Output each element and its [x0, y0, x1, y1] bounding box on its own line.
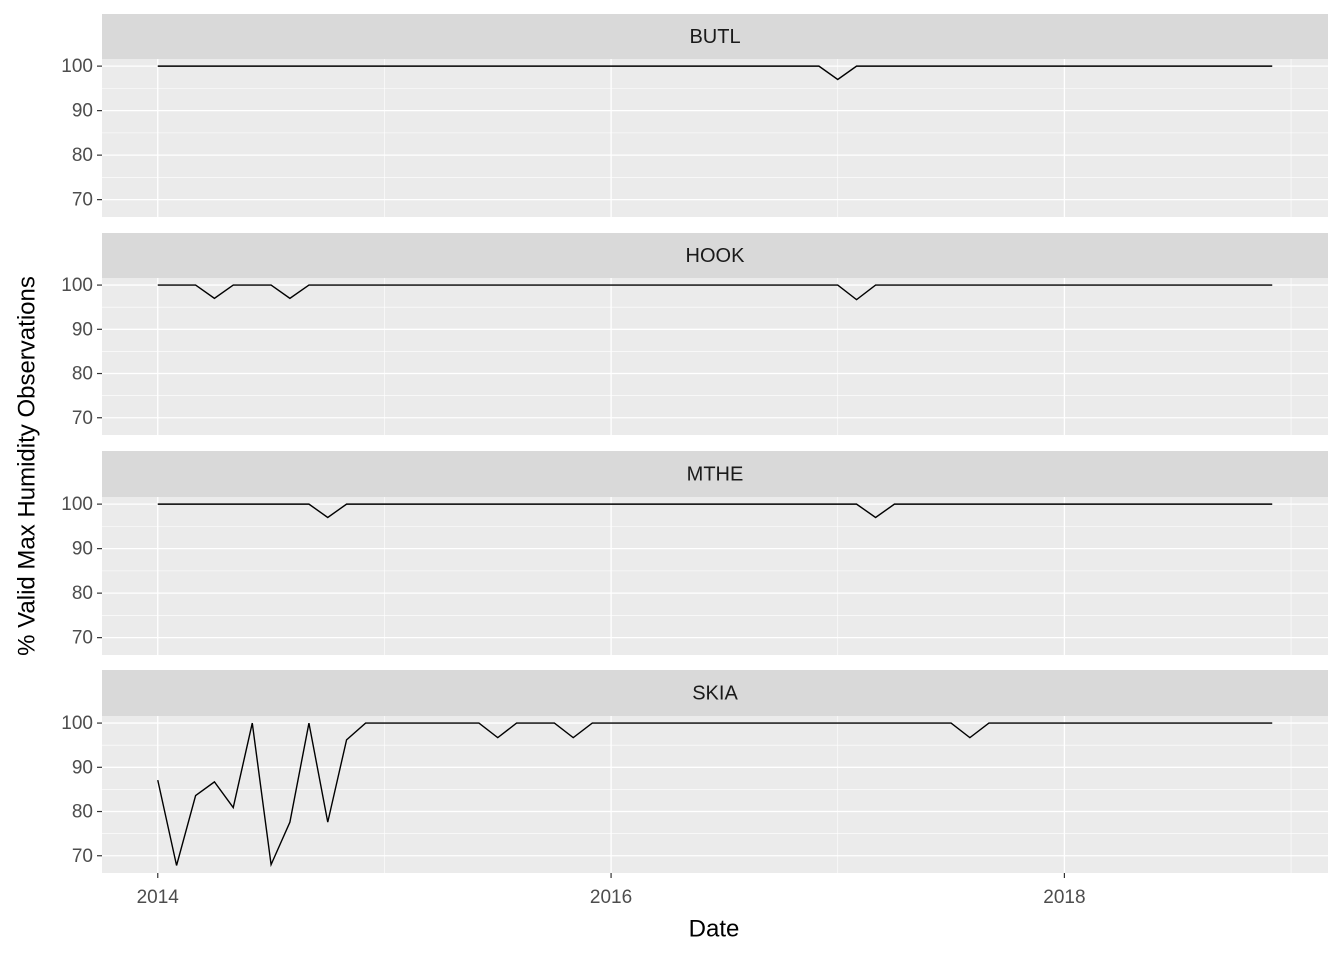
x-tick-label: 2018	[1043, 887, 1085, 908]
y-tick-label: 70	[72, 190, 93, 211]
y-tick-label: 70	[72, 408, 93, 429]
strip-label: MTHE	[687, 463, 744, 485]
strip-label: BUTL	[689, 26, 740, 48]
x-axis-title: Date	[689, 915, 740, 942]
panel	[102, 716, 1328, 873]
y-tick-label: 70	[72, 846, 93, 867]
strip	[102, 233, 1328, 278]
panel	[102, 497, 1328, 655]
data-line	[157, 503, 1273, 519]
x-tick-label: 2016	[590, 887, 632, 908]
y-tick-label: 100	[61, 713, 93, 734]
y-tick-label: 100	[61, 56, 93, 77]
data-line	[157, 284, 1273, 301]
y-tick-label: 80	[72, 145, 93, 166]
panel	[102, 59, 1328, 217]
strip	[102, 670, 1328, 716]
y-tick-label: 80	[72, 583, 93, 604]
data-line	[157, 65, 1273, 81]
y-axis-title: % Valid Max Humidity Observations	[13, 276, 40, 656]
y-tick-label: 100	[61, 275, 93, 296]
data-line	[157, 722, 1273, 868]
panel	[102, 278, 1328, 435]
y-tick-label: 100	[61, 494, 93, 515]
x-tick-label: 2014	[137, 887, 180, 908]
y-tick-label: 90	[72, 101, 93, 122]
y-tick-label: 90	[72, 539, 93, 560]
y-tick-label: 80	[72, 364, 93, 385]
y-tick-label: 90	[72, 319, 93, 340]
strip-label: HOOK	[686, 245, 746, 267]
strip	[102, 451, 1328, 497]
strip	[102, 14, 1328, 59]
y-tick-label: 80	[72, 802, 93, 823]
strip-label: SKIA	[692, 682, 738, 704]
y-tick-label: 70	[72, 628, 93, 649]
y-tick-label: 90	[72, 757, 93, 778]
